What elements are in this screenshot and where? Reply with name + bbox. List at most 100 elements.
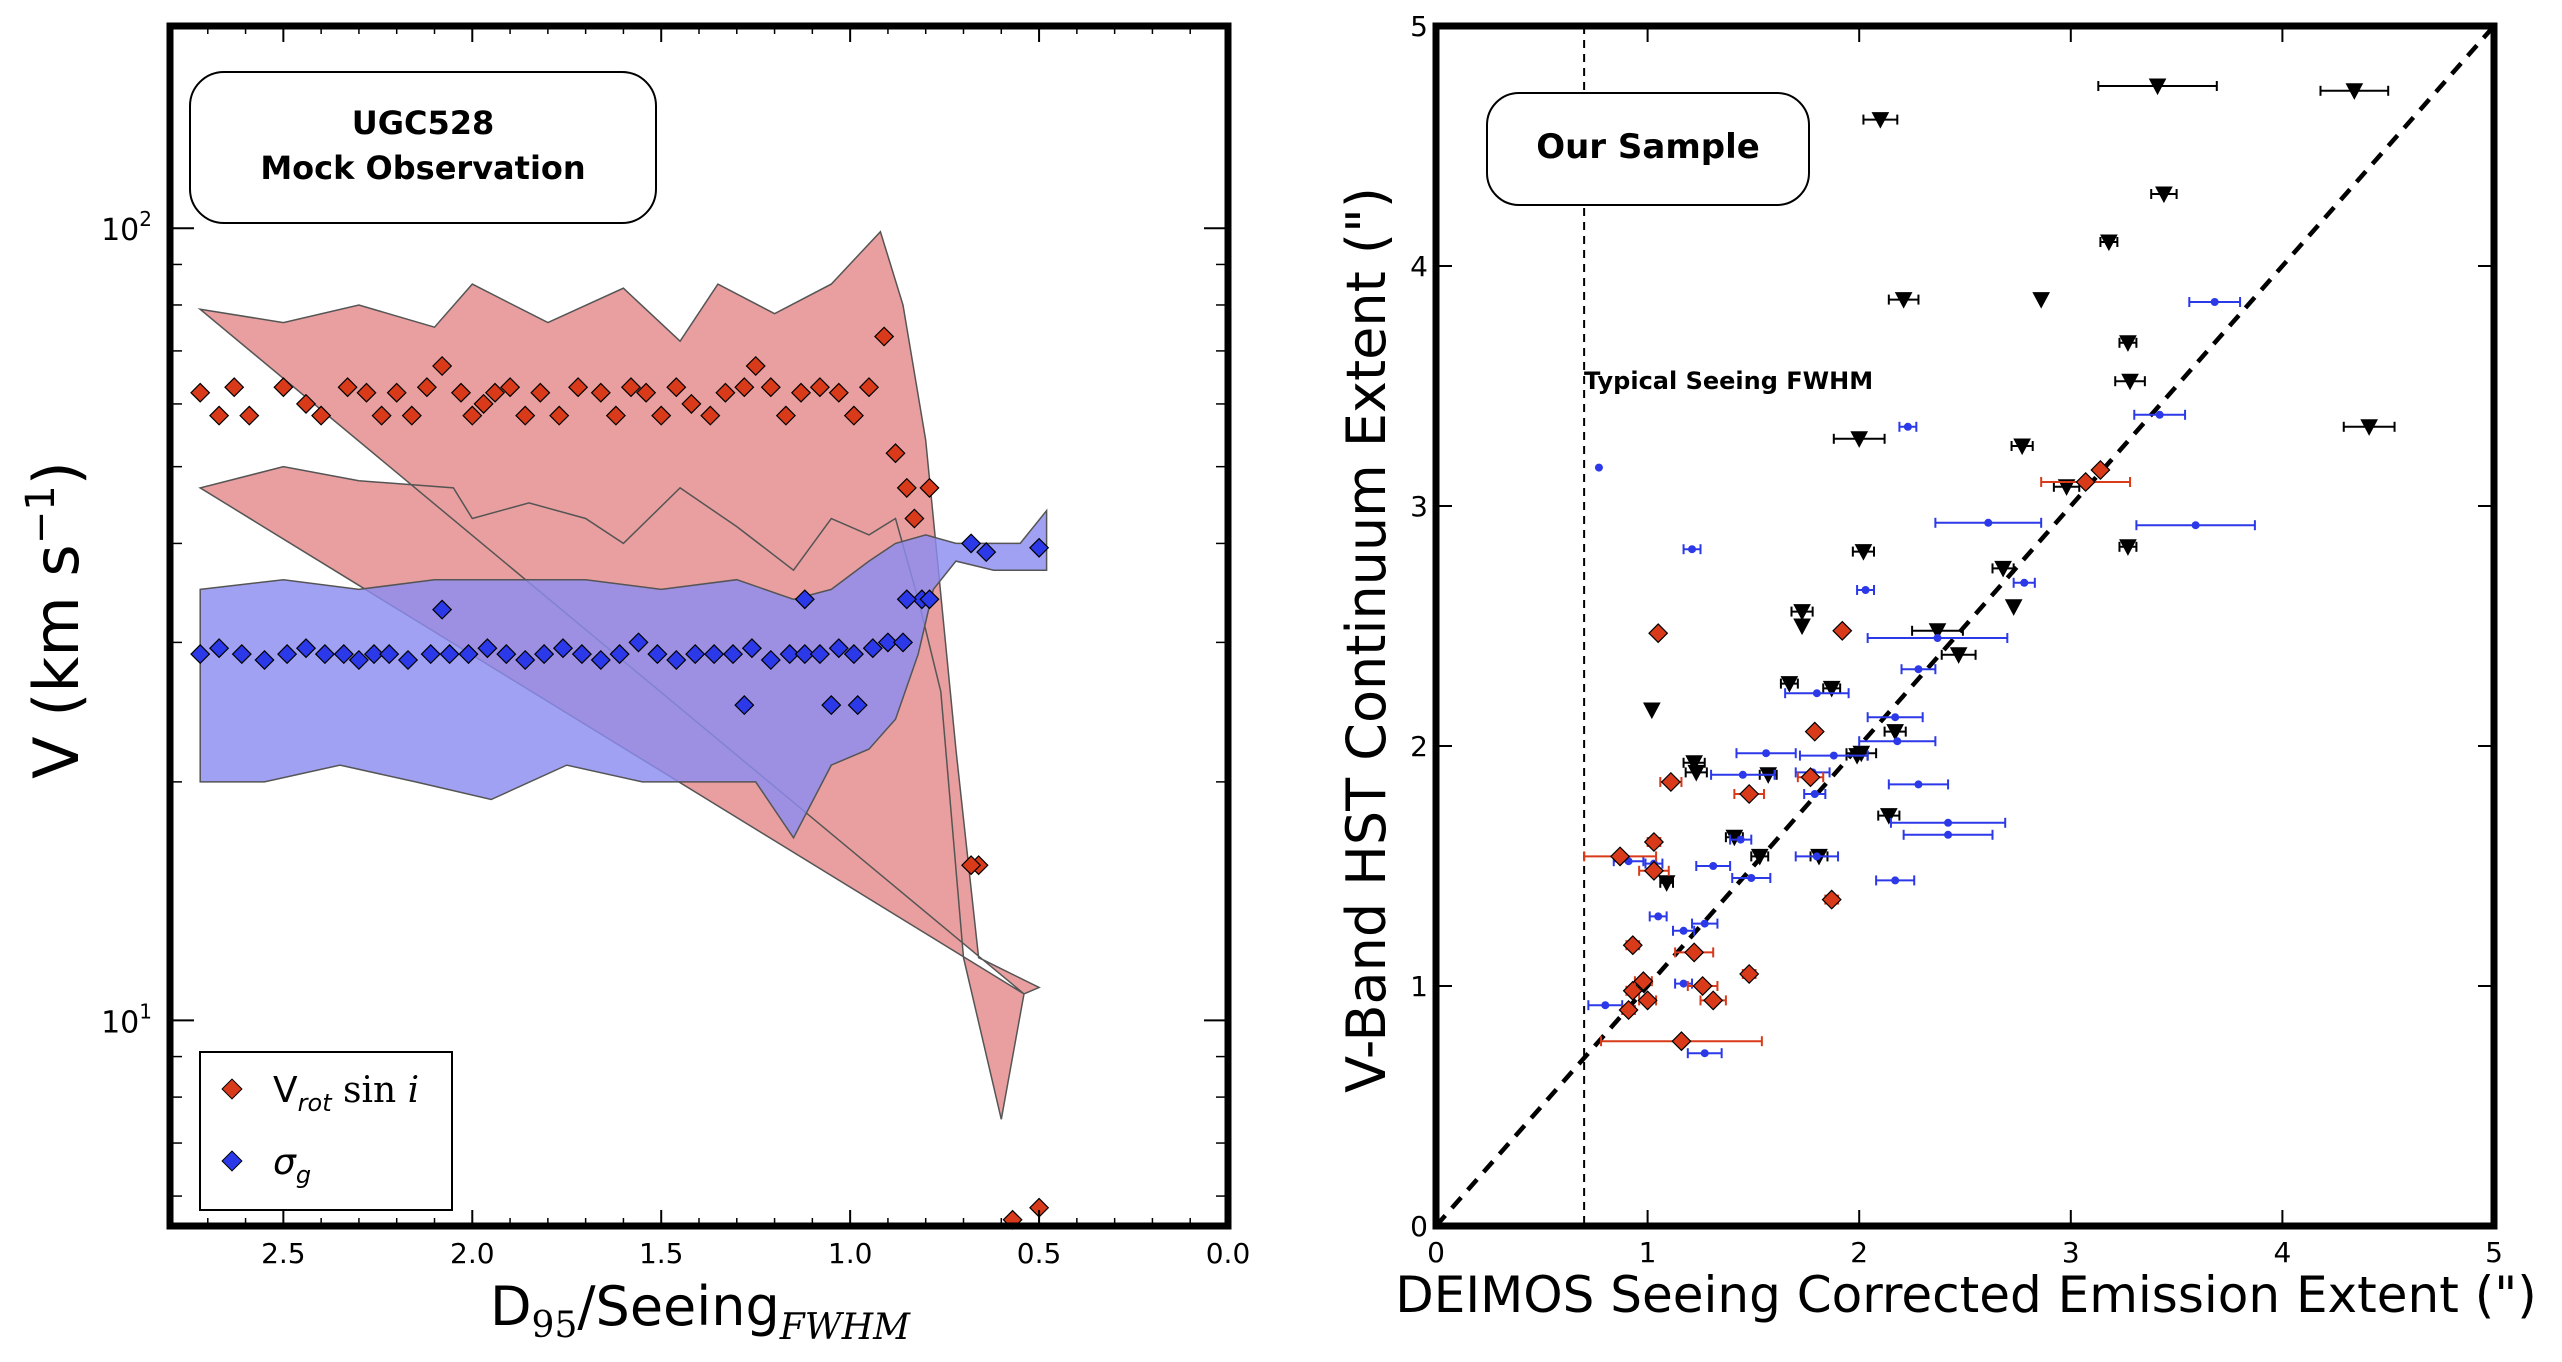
left-xlabel: D95/SeeingFWHM [490, 1275, 911, 1348]
right-point-2-9 [1821, 889, 1842, 910]
right-marker-circle [1891, 876, 1900, 885]
left-marker-1-49 [896, 589, 917, 610]
right-point-1-23 [1794, 851, 1840, 862]
left-xtick-label-0: 2.5 [261, 1237, 306, 1270]
left-marker-1-41 [919, 589, 940, 610]
right-point-0-5 [1887, 292, 1920, 309]
right-point-0-1 [2097, 78, 2218, 96]
left-marker-1-48 [847, 695, 868, 716]
right-point-0-3 [2150, 186, 2178, 204]
right-point-1-1 [1682, 544, 1702, 555]
right-ytick-label-4: 4 [1410, 250, 1428, 283]
right-marker-diamond [1804, 721, 1825, 742]
right-point-1-13 [1858, 736, 1937, 747]
right-ytick-label-5: 5 [1410, 10, 1428, 43]
right-point-2-15 [1686, 975, 1719, 997]
right-marker-circle [1812, 689, 1821, 698]
left-marker-0-42 [885, 443, 906, 464]
left-marker-0-36 [790, 382, 812, 403]
right-point-1-0 [1594, 463, 1603, 472]
left-marker-1-45 [734, 695, 755, 716]
right-marker-circle [2191, 521, 2200, 530]
left-marker-0-5 [295, 393, 317, 414]
right-marker-circle [2210, 298, 2219, 306]
right-point-2-16 [1699, 990, 1727, 1011]
left-marker-1-37 [862, 638, 883, 659]
left-marker-0-17 [484, 382, 506, 403]
left-band-1 [199, 508, 1048, 840]
right-point-0-8 [2114, 373, 2146, 391]
left-marker-1-10 [379, 644, 400, 665]
left-marker-0-23 [590, 382, 611, 403]
left-marker-1-9 [363, 644, 385, 665]
left-marker-1-4 [277, 644, 298, 665]
left-marker-1-22 [590, 649, 611, 671]
right-panel: 0 1 2 3 4 5 0 1 2 3 4 5 Our Sample Typical Seeing F… [1335, 10, 2537, 1324]
right-marker-circle [1679, 926, 1688, 935]
right-marker-diamond [1692, 975, 1713, 997]
right-marker-circle [1914, 780, 1923, 789]
left-marker-1-0 [190, 644, 211, 665]
right-point-0-14 [1851, 544, 1876, 561]
right-marker-triangle [2013, 438, 2031, 456]
right-marker-diamond [1739, 963, 1760, 985]
left-annotation-line1: UGC528 [352, 104, 495, 142]
right-marker-diamond [1618, 999, 1639, 1021]
right-marker-circle [1700, 1049, 1709, 1058]
right-marker-circle [1944, 830, 1953, 839]
left-marker-1-32 [779, 644, 800, 665]
right-marker-diamond [1622, 935, 1643, 956]
right-annotation-text: Our Sample [1536, 127, 1760, 167]
right-point-1-9 [1866, 633, 2009, 643]
right-point-2-21 [2040, 471, 2132, 493]
left-marker-0-10 [386, 382, 407, 403]
right-point-2-0 [1648, 623, 1669, 644]
right-xtick-label-0: 0 [1427, 1236, 1445, 1269]
right-marker-circle [1747, 874, 1756, 882]
left-marker-1-6 [314, 644, 335, 665]
right-marker-circle [1914, 665, 1923, 674]
right-point-2-10 [1622, 935, 1643, 956]
right-marker-triangle [1780, 676, 1799, 693]
right-point-0-15 [1991, 560, 2015, 578]
right-point-1-26 [1729, 834, 1753, 845]
right-marker-triangle [1886, 724, 1905, 741]
left-marker-0-35 [775, 405, 796, 426]
left-marker-0-15 [462, 405, 483, 426]
right-point-2-19 [1600, 1031, 1763, 1052]
right-point-1-21 [1803, 789, 1827, 799]
right-point-0-17 [1790, 604, 1814, 621]
left-marker-1-5 [295, 638, 317, 659]
left-xtick-label-4: 0.5 [1017, 1237, 1062, 1270]
right-marker-circle [1812, 852, 1821, 861]
right-marker-diamond [1671, 1031, 1692, 1052]
right-point-1-14 [1798, 750, 1869, 761]
left-marker-0-4 [273, 377, 294, 398]
left-marker-0-28 [666, 377, 687, 398]
left-marker-0-34 [760, 377, 781, 398]
left-marker-1-18 [515, 649, 536, 671]
left-marker-0-9 [371, 405, 392, 426]
left-marker-1-23 [609, 644, 630, 665]
right-marker-triangle [1854, 544, 1873, 561]
left-marker-1-38 [877, 632, 898, 653]
left-marker-0-37 [809, 377, 830, 398]
right-marker-triangle [1994, 560, 2012, 578]
right-marker-circle [1933, 634, 1942, 642]
left-xtick-label-2: 1.5 [639, 1237, 684, 1270]
left-marker-0-29 [681, 393, 702, 414]
right-point-1-6 [2133, 409, 2187, 420]
right-point-0-30 [1877, 808, 1901, 825]
left-marker-0-1 [209, 405, 230, 426]
right-point-2-6 [1583, 846, 1658, 867]
left-marker-1-12 [420, 644, 441, 665]
left-marker-0-32 [734, 377, 755, 398]
legend-marker-rot [221, 1078, 243, 1100]
right-point-0-6 [2032, 292, 2051, 309]
left-marker-1-11 [397, 649, 419, 671]
right-marker-circle [1736, 835, 1745, 844]
right-marker-circle [1944, 818, 1953, 827]
right-marker-triangle [1822, 680, 1841, 698]
right-point-2-1 [1832, 620, 1853, 641]
